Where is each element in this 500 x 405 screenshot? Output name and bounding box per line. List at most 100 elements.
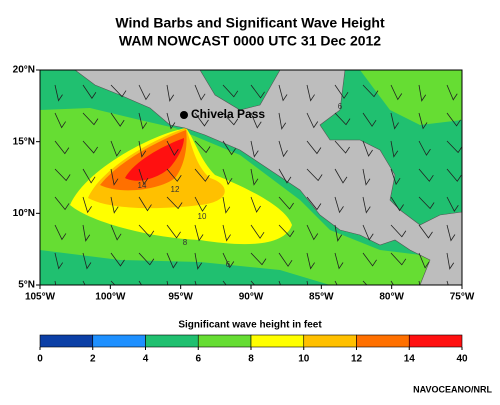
wind-barb bbox=[222, 84, 239, 98]
wind-barb bbox=[250, 224, 265, 239]
wind-barb bbox=[54, 168, 71, 182]
wind-barb bbox=[362, 224, 374, 241]
y-tick-label: 15°N bbox=[13, 136, 35, 147]
wind-barb bbox=[362, 168, 371, 186]
wind-barb bbox=[250, 112, 262, 129]
wind-barb bbox=[278, 224, 295, 238]
wind-barb bbox=[166, 168, 182, 182]
wind-barb bbox=[306, 252, 315, 270]
wind-barb bbox=[278, 252, 293, 267]
colorbar-tick-label: 40 bbox=[456, 354, 468, 365]
colorbar-tick-label: 12 bbox=[351, 354, 363, 365]
wind-barb bbox=[138, 252, 155, 266]
wind-barb bbox=[166, 140, 179, 157]
wind-barb bbox=[138, 140, 147, 158]
subtitle: WAM NOWCAST 0000 UTC 31 Dec 2012 bbox=[119, 33, 381, 49]
colorbar-segment bbox=[92, 334, 146, 348]
wind-barb bbox=[82, 224, 91, 242]
wind-barb bbox=[278, 196, 294, 210]
wind-barb bbox=[418, 224, 433, 239]
wind-barb bbox=[306, 224, 319, 241]
wind-barb bbox=[194, 112, 209, 127]
colorbar-segment bbox=[356, 334, 410, 348]
wind-barb bbox=[306, 196, 322, 211]
wind-barb bbox=[306, 112, 319, 129]
map: Chivela Pass bbox=[39, 69, 463, 286]
colorbar-tick-label: 10 bbox=[298, 354, 310, 365]
wind-barb bbox=[250, 168, 259, 186]
wind-barb bbox=[334, 196, 344, 214]
wind-barb bbox=[110, 224, 122, 241]
wind-barb bbox=[194, 168, 210, 182]
wind-barb bbox=[54, 112, 66, 129]
wind-barb bbox=[278, 140, 288, 158]
wind-barb bbox=[250, 196, 261, 213]
wind-barb bbox=[194, 140, 211, 154]
wind-barb bbox=[334, 112, 351, 126]
wind-barb bbox=[278, 84, 288, 102]
wind-barb bbox=[138, 196, 152, 212]
wind-barb bbox=[418, 84, 427, 102]
y-tick-label: 5°N bbox=[18, 280, 35, 291]
wind-barb bbox=[306, 168, 323, 182]
wind-barb bbox=[166, 252, 178, 269]
wind-barb bbox=[54, 252, 64, 270]
title: Wind Barbs and Significant Wave Height bbox=[115, 15, 385, 31]
wind-barb bbox=[418, 168, 434, 182]
wind-barb bbox=[446, 252, 455, 270]
wind-barb bbox=[54, 196, 70, 211]
wind-barb bbox=[222, 224, 231, 242]
wind-barb bbox=[82, 112, 99, 126]
wind-barb bbox=[334, 168, 348, 184]
x-tick-label: 100°W bbox=[95, 292, 126, 303]
contour-label: 8 bbox=[183, 238, 188, 247]
wind-barb bbox=[390, 224, 407, 238]
colorbar-tick-label: 14 bbox=[404, 354, 416, 365]
location-marker bbox=[180, 111, 188, 119]
wind-barb bbox=[446, 112, 461, 127]
wind-barb bbox=[138, 112, 148, 130]
wind-barb bbox=[194, 252, 203, 270]
colorbar-tick-label: 6 bbox=[195, 354, 201, 365]
wind-barb bbox=[82, 140, 99, 154]
wind-barb bbox=[362, 196, 371, 214]
location-label: Chivela Pass bbox=[191, 107, 265, 121]
wind-barb bbox=[250, 84, 265, 99]
sea-4-6-south bbox=[40, 250, 330, 285]
wind-barb bbox=[82, 84, 97, 99]
wind-barb bbox=[306, 84, 315, 102]
wind-barb bbox=[222, 112, 239, 126]
y-tick-label: 10°N bbox=[13, 208, 35, 219]
wind-barb bbox=[54, 140, 70, 155]
wind-barb bbox=[390, 112, 399, 130]
wind-barb bbox=[166, 224, 181, 239]
colorbar-segment bbox=[303, 334, 357, 348]
wind-barb bbox=[110, 140, 122, 157]
colorbar-segment bbox=[39, 334, 94, 348]
wind-barb bbox=[222, 196, 231, 214]
wind-barb bbox=[222, 168, 233, 186]
colorbar-segment bbox=[145, 334, 199, 348]
colorbar-segment bbox=[250, 334, 305, 348]
wind-barb bbox=[418, 196, 435, 210]
wind-barb bbox=[138, 224, 155, 238]
wind-barb bbox=[418, 140, 431, 156]
wind-barb bbox=[334, 140, 350, 154]
wind-barb bbox=[166, 112, 176, 130]
wind-barb bbox=[446, 196, 459, 213]
wind-barb bbox=[222, 252, 235, 269]
wind-barb bbox=[82, 196, 92, 214]
wind-barb bbox=[362, 140, 373, 157]
wind-barb bbox=[250, 140, 259, 158]
wind-barb bbox=[390, 196, 404, 212]
wind-barb bbox=[278, 168, 292, 184]
wind-barb bbox=[362, 252, 377, 267]
colorbar-label: Significant wave height in feet bbox=[178, 320, 322, 331]
contour-label: 6 bbox=[226, 260, 231, 269]
wind-barb bbox=[138, 168, 149, 186]
y-tick-label: 20°N bbox=[13, 65, 35, 76]
wind-barb bbox=[390, 252, 407, 266]
wind-barb bbox=[194, 84, 206, 101]
wind-barb bbox=[54, 224, 67, 241]
